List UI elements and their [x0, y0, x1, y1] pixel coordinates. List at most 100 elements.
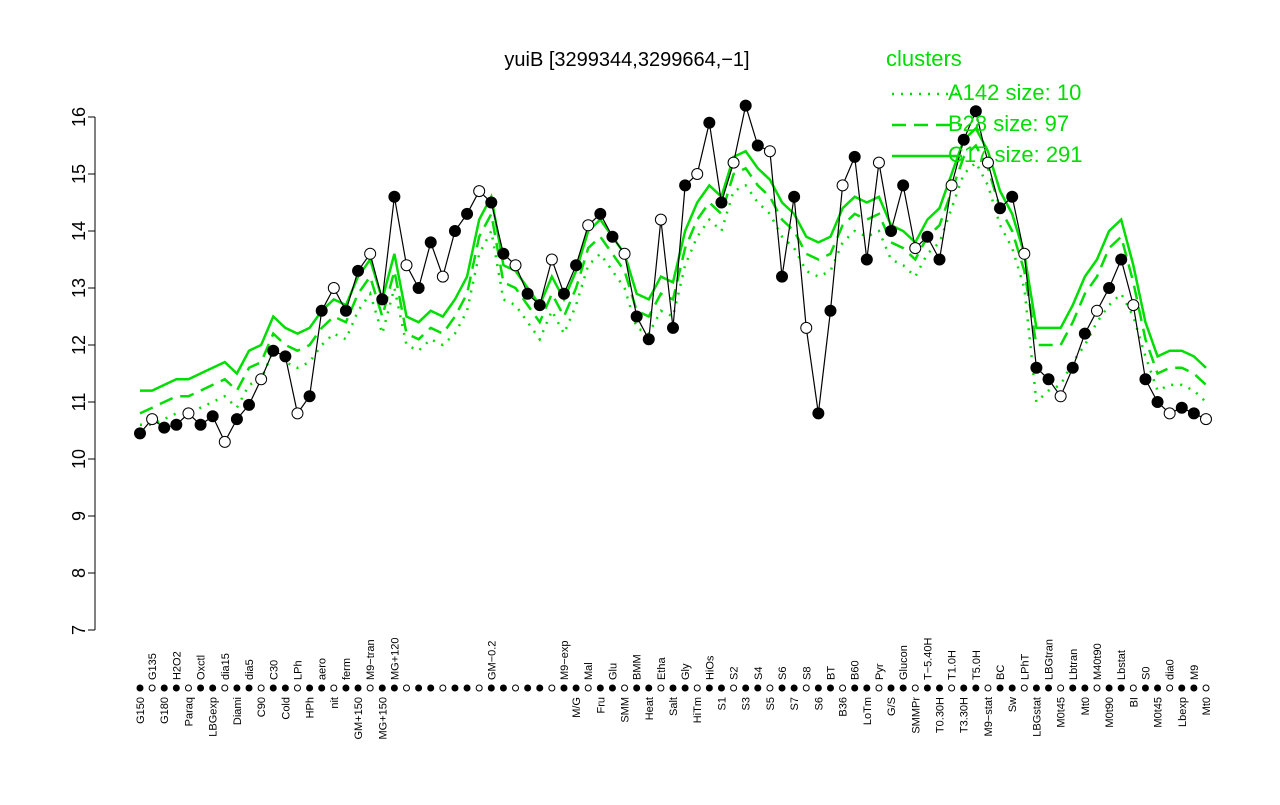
expression-point: [436, 270, 449, 283]
rug-point: [1057, 684, 1065, 692]
x-tick-label: C30: [268, 660, 280, 680]
rug-point: [475, 684, 483, 692]
rug-point: [681, 684, 689, 692]
expression-point: [1078, 327, 1091, 340]
x-tick-label: Glucon: [898, 645, 910, 680]
expression-point: [594, 207, 607, 220]
x-tick-label: C90: [256, 697, 268, 717]
x-tick-label: dia5: [244, 659, 256, 680]
x-tick-label: S6: [777, 667, 789, 680]
rug-point: [839, 684, 847, 692]
expression-point: [352, 264, 365, 277]
x-tick-label: S6: [813, 697, 825, 710]
expression-point: [848, 150, 861, 163]
expression-point: [134, 427, 146, 440]
expression-point: [824, 304, 837, 317]
x-tick-label: M9−stat: [983, 697, 995, 736]
rug-point: [596, 684, 604, 692]
rug-point: [233, 684, 241, 692]
rug-point: [1129, 684, 1137, 692]
rug-point: [608, 684, 616, 692]
rug-point: [887, 684, 895, 692]
rug-point: [984, 684, 992, 692]
x-tick-label: LPhT: [1019, 653, 1031, 680]
expression-point: [339, 304, 352, 317]
rug-point: [463, 684, 471, 692]
expression-point: [969, 105, 982, 118]
rug-point: [645, 684, 653, 692]
x-tick-label: Paraq: [183, 697, 195, 726]
rug-point: [184, 684, 192, 692]
expression-point: [545, 253, 558, 266]
x-tick-label: Mal: [583, 662, 595, 680]
expression-point: [473, 185, 486, 198]
expression-point: [570, 259, 583, 272]
expression-point: [412, 282, 425, 294]
x-tick-label: Salt: [668, 697, 680, 716]
x-tick-label: MG+150: [377, 697, 389, 740]
rug-point: [899, 684, 907, 692]
expression-point: [218, 435, 231, 448]
x-tick-label: Oxctl: [196, 655, 208, 680]
y-tick-label: 10: [69, 449, 89, 469]
rug-point: [948, 684, 956, 692]
x-tick-label: T0.30H: [935, 697, 947, 733]
rug-point: [584, 684, 592, 692]
x-tick-label: Diami: [232, 697, 244, 725]
expression-point: [243, 398, 256, 411]
rug-point: [669, 684, 677, 692]
rug-point: [136, 684, 144, 692]
x-tick-label: B60: [850, 660, 862, 680]
expression-point: [521, 287, 534, 300]
expression-point: [654, 213, 667, 226]
expression-point: [1151, 396, 1164, 408]
cluster-line: [140, 126, 1207, 392]
expression-point: [751, 139, 764, 152]
legend-title: clusters: [886, 46, 962, 71]
expression-point: [1127, 299, 1140, 312]
x-tick-label: S8: [801, 667, 813, 680]
x-tick-label: G135: [147, 653, 159, 680]
x-tick-label: T3.30H: [959, 697, 971, 733]
rug-point: [403, 684, 410, 692]
legend-label: C17 size: 291: [948, 142, 1083, 167]
y-tick-label: 16: [69, 107, 89, 127]
rug-point: [875, 684, 883, 692]
expression-point: [776, 270, 789, 283]
x-tick-label: HPh: [305, 697, 317, 718]
rug-point: [281, 684, 289, 692]
expression-point: [691, 168, 704, 180]
rug-point: [1093, 684, 1101, 692]
expression-point: [230, 413, 243, 426]
expression-point: [1018, 247, 1031, 260]
x-tick-label: Heat: [644, 697, 656, 720]
expression-point: [788, 190, 801, 203]
expression-point: [715, 196, 728, 209]
rug-point: [863, 684, 871, 692]
x-tick-label: GM+150: [353, 697, 365, 740]
expression-point: [448, 225, 461, 237]
expression-point: [812, 407, 825, 420]
x-tick-label: G150: [135, 697, 147, 724]
expression-point: [497, 247, 510, 260]
rug-point: [548, 684, 556, 692]
x-tick-label: S3: [741, 697, 753, 710]
rug-point: [451, 684, 459, 692]
x-tick-label: BMM: [632, 654, 644, 680]
x-tick-label: H2O2: [171, 651, 183, 680]
expression-point: [1139, 373, 1152, 386]
y-tick-label: 9: [69, 511, 89, 521]
x-tick-label: HiOs: [704, 655, 716, 680]
expression-point: [1103, 282, 1116, 294]
rug-point: [996, 684, 1004, 692]
expression-point: [533, 299, 546, 312]
rug-point: [487, 684, 495, 692]
rug-point: [378, 684, 386, 692]
rug-point: [936, 684, 943, 692]
expression-point: [206, 410, 219, 423]
rug-point: [1069, 684, 1077, 692]
expression-point: [267, 344, 280, 357]
expression-point: [957, 133, 970, 146]
y-tick-label: 15: [69, 164, 89, 184]
expression-point: [255, 373, 268, 386]
